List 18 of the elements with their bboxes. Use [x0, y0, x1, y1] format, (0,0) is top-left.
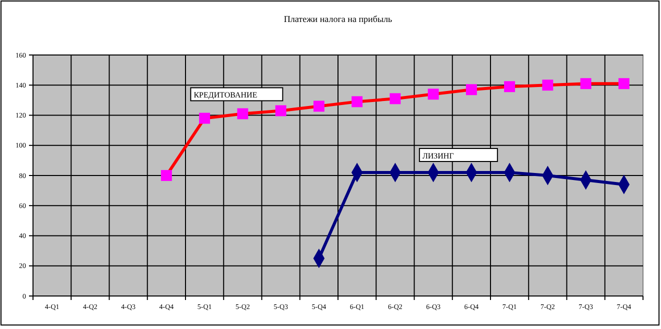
- name-tag: ЛИЗИНГ: [418, 148, 498, 162]
- point: [352, 96, 363, 108]
- point: [275, 105, 286, 116]
- point: [542, 80, 554, 91]
- point: [428, 88, 439, 100]
- point: [504, 81, 516, 92]
- series-label: КРЕДИТОВАНИЕ: [194, 90, 258, 100]
- point: [237, 108, 248, 120]
- point: [199, 112, 210, 124]
- point: [160, 170, 172, 181]
- chart-title: Платежи налога на прибыль: [284, 14, 392, 24]
- point: [618, 78, 630, 90]
- point: [466, 84, 477, 96]
- point: [313, 100, 324, 112]
- name-tag: КРЕДИТОВАНИЕ: [190, 87, 284, 102]
- series-label: ЛИЗИНГ: [422, 151, 454, 160]
- point: [390, 93, 401, 104]
- point: [580, 78, 592, 90]
